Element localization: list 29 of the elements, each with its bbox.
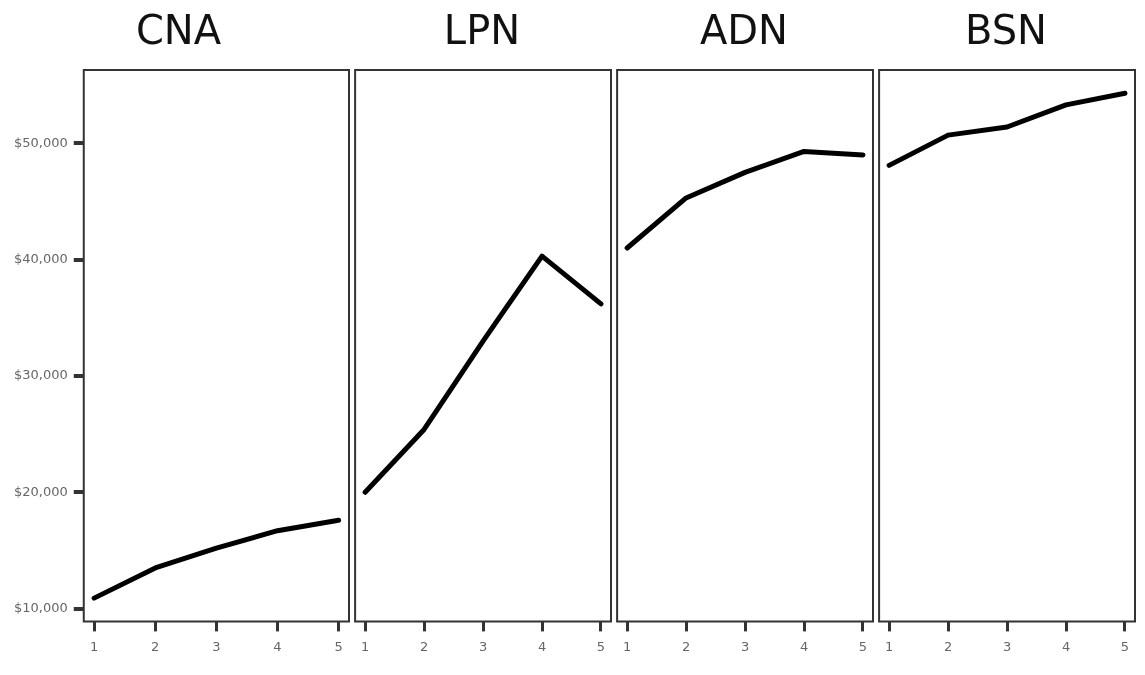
x-tick-label: 3 <box>212 638 221 654</box>
x-tick-label: 5 <box>596 638 606 654</box>
x-tick-label: 5 <box>334 638 343 654</box>
x-tick-label: 4 <box>799 638 809 654</box>
y-tick-label: $20,000 <box>13 483 68 499</box>
y-tick-label: $50,000 <box>13 134 68 150</box>
x-tick-label: 1 <box>622 638 632 654</box>
x-tick-label: 3 <box>1002 638 1012 654</box>
y-tick-label: $40,000 <box>13 250 68 266</box>
x-tick-label: 5 <box>858 638 868 654</box>
x-tick-label: 4 <box>273 638 282 654</box>
x-tick-label: 1 <box>360 638 370 654</box>
x-tick-label: 4 <box>537 638 547 654</box>
x-tick-label: 1 <box>90 638 99 654</box>
chart-title: LPN <box>443 7 521 54</box>
y-tick-label: $30,000 <box>13 367 68 383</box>
chart-title: BSN <box>964 7 1048 54</box>
y-tick-label: $10,000 <box>13 599 68 615</box>
chart-title: ADN <box>699 7 789 54</box>
x-tick-label: 1 <box>884 638 894 654</box>
x-tick-label: 3 <box>740 638 750 654</box>
x-tick-label: 2 <box>943 638 953 654</box>
x-tick-label: 2 <box>151 638 160 654</box>
chart-title: CNA <box>135 7 222 54</box>
x-tick-label: 4 <box>1061 638 1071 654</box>
x-tick-label: 2 <box>419 638 429 654</box>
x-tick-label: 5 <box>1120 638 1130 654</box>
x-tick-label: 2 <box>681 638 691 654</box>
x-tick-label: 3 <box>478 638 488 654</box>
